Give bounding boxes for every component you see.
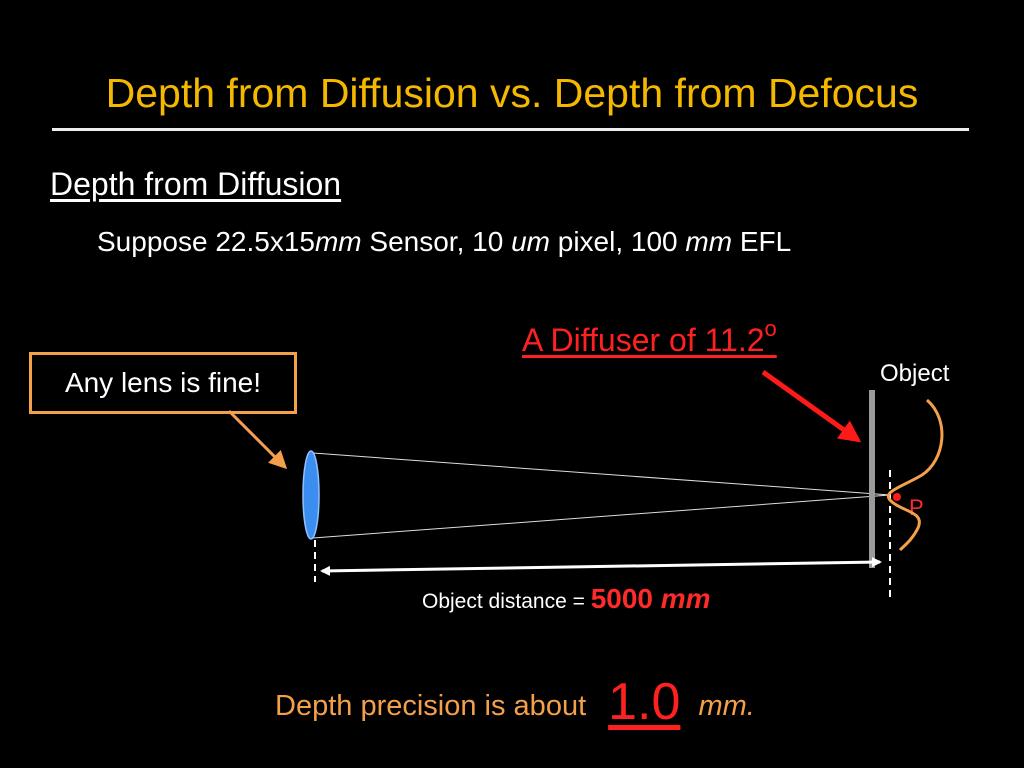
slide-title: Depth from Diffusion vs. Depth from Defo… — [105, 70, 919, 116]
object-curve — [887, 398, 944, 552]
point-p-marker — [893, 493, 901, 501]
distance-label: Object distance = 5000 mm — [422, 583, 711, 615]
distance-unit: mm — [660, 583, 711, 614]
diffuser-plate — [869, 390, 875, 568]
upper-ray — [312, 452, 891, 496]
distance-value: 5000 mm — [591, 583, 711, 614]
diffuser-pointer-arrow — [761, 369, 862, 443]
precision-statement: Depth precision is about 1.0 mm. — [275, 672, 755, 732]
title-divider — [52, 128, 969, 131]
lens-callout-arrow — [227, 409, 288, 470]
spec-unit1: mm — [314, 226, 362, 257]
degree-symbol: o — [764, 316, 777, 341]
spec-unit3: mm — [685, 226, 733, 257]
distance-label-text: Object distance = — [422, 590, 591, 613]
object-label: Object — [880, 360, 950, 387]
lower-ray — [312, 494, 891, 539]
spec-part2: Sensor, 10 — [361, 226, 512, 257]
precision-value: 1.0 — [608, 673, 681, 731]
section-heading: Depth from Diffusion — [50, 166, 342, 202]
spec-part1: Suppose 22.5x15 — [97, 226, 315, 257]
spec-part3: pixel, 100 — [549, 226, 686, 257]
diffuser-label-text: A Diffuser of 11.2 — [522, 322, 765, 358]
distance-number: 5000 — [590, 583, 653, 614]
spec-part4: EFL — [732, 226, 792, 257]
lens-note-box: Any lens is fine! — [29, 352, 297, 414]
lens-shape — [302, 450, 320, 540]
distance-arrow — [320, 557, 882, 576]
lens-note-text: Any lens is fine! — [64, 367, 262, 398]
precision-unit: mm. — [698, 690, 755, 722]
spec-unit2: um — [511, 226, 550, 257]
precision-text: Depth precision is about — [275, 690, 587, 722]
sensor-spec: Suppose 22.5x15mm Sensor, 10 um pixel, 1… — [97, 226, 791, 258]
diffuser-label: A Diffuser of 11.2o — [522, 316, 777, 359]
